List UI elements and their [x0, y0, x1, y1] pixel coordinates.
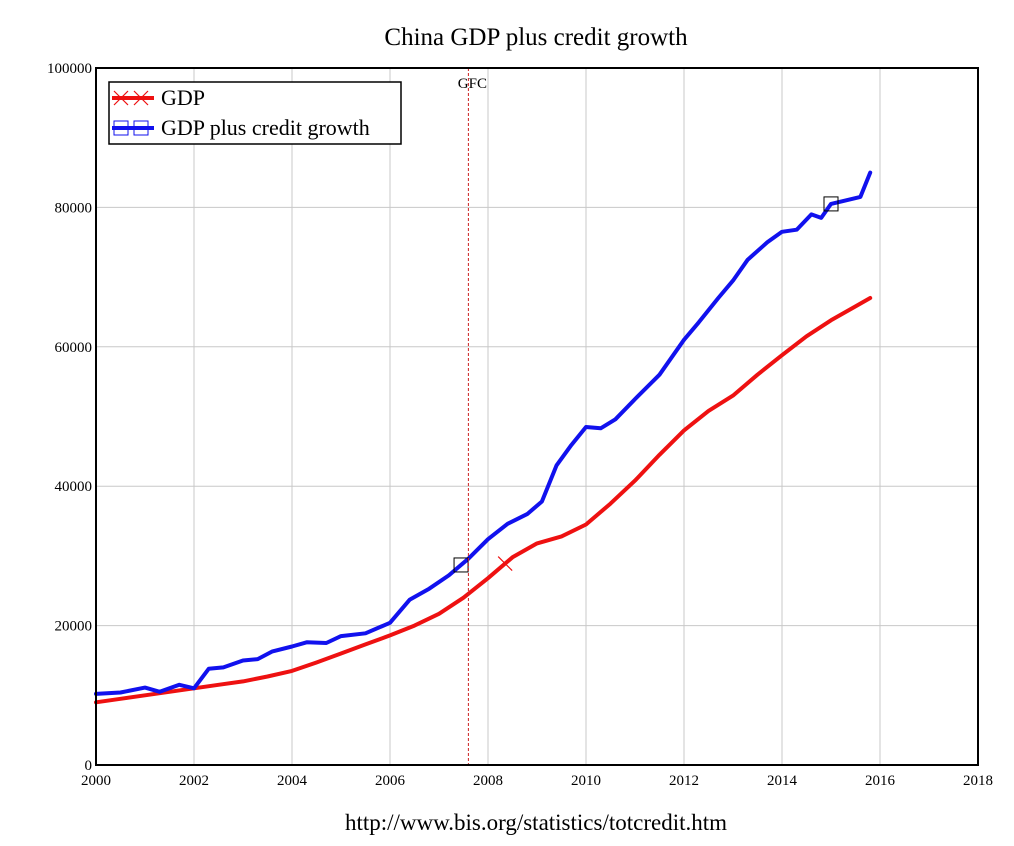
x-tick-label: 2016 — [865, 773, 896, 789]
y-tick-label: 100000 — [47, 61, 92, 77]
legend-x-marker — [133, 90, 149, 106]
plot-frame — [95, 67, 979, 766]
legend-square-marker — [113, 120, 129, 136]
series-markers — [453, 196, 839, 573]
y-tick-label: 0 — [85, 758, 93, 774]
legend-box — [108, 81, 402, 145]
legend-square-marker — [133, 120, 149, 136]
x-tick-label: 2000 — [81, 773, 111, 789]
x-tick-label: 2008 — [473, 773, 503, 789]
legend: GDP GDP plus credit growth — [108, 81, 402, 145]
legend-label: GDP — [161, 85, 205, 110]
grid-lines — [96, 68, 978, 765]
y-tick-label: 20000 — [55, 619, 93, 635]
x-tick-label: 2014 — [767, 773, 798, 789]
y-tick-label: 60000 — [55, 340, 93, 356]
series-lines — [94, 170, 873, 705]
annotations: GFC — [458, 68, 487, 765]
x-marker — [497, 556, 513, 571]
series-line-gdp-plus-credit — [94, 170, 873, 696]
series-line-gdp — [94, 296, 873, 705]
marker-stroke — [113, 90, 129, 106]
x-tick-label: 2012 — [669, 773, 699, 789]
x-tick-label: 2018 — [963, 773, 993, 789]
x-tick-label: 2006 — [375, 773, 406, 789]
square-marker — [823, 196, 839, 212]
chart-title: China GDP plus credit growth — [384, 24, 688, 51]
y-tick-label: 40000 — [55, 479, 93, 495]
x-tick-label: 2004 — [277, 773, 308, 789]
x-tick-label: 2010 — [571, 773, 601, 789]
legend-x-marker — [113, 90, 129, 106]
axis-ticks: 2000 2002 2004 2006 2008 2010 2012 2014 2016 2018… — [47, 61, 993, 789]
gfc-label: GFC — [458, 76, 487, 92]
y-tick-label: 80000 — [55, 200, 93, 216]
legend-label: GDP plus credit growth — [161, 115, 370, 140]
source-url: http://www.bis.org/statistics/totcredit.… — [344, 810, 728, 835]
x-tick-label: 2002 — [179, 773, 209, 789]
marker-stroke — [497, 556, 513, 571]
marker-stroke — [133, 90, 149, 106]
